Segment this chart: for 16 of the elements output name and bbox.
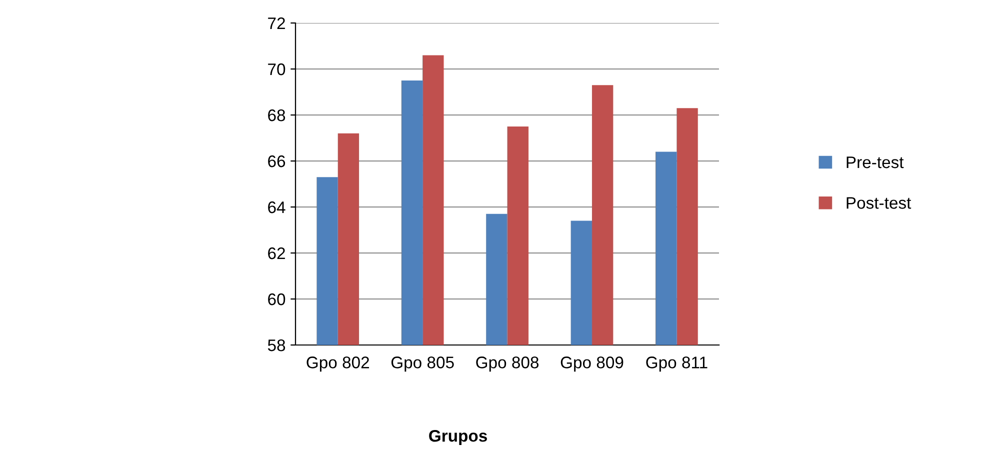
legend-label: Pre-test: [846, 156, 904, 168]
y-tick-label: 66: [268, 155, 286, 168]
y-tick-label: 60: [268, 293, 286, 306]
y-tick-label: 70: [268, 63, 286, 76]
y-tick-label: 72: [268, 17, 285, 30]
x-axis-title: Grupos: [429, 430, 487, 446]
y-tick-label: 62: [268, 247, 285, 260]
y-tick-label: 64: [268, 201, 286, 214]
y-tick-label: 58: [268, 339, 286, 352]
x-tick-label: Gpo 805: [391, 356, 454, 372]
x-tick-label: Gpo 802: [306, 356, 369, 372]
y-tick-label: 68: [268, 109, 286, 122]
x-tick-label: Gpo 808: [476, 356, 539, 372]
x-tick-label: Gpo 809: [560, 356, 624, 372]
x-tick-label: Gpo 811: [646, 356, 708, 372]
legend-label: Post-test: [846, 197, 912, 209]
